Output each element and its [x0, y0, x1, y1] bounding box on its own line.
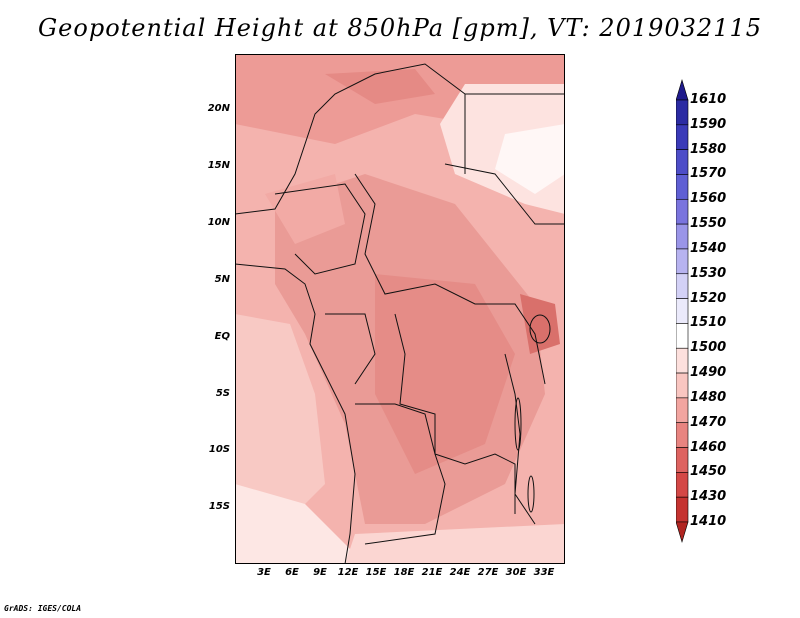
lat-label: EQ [214, 331, 230, 342]
field-ridge-east [495, 124, 565, 194]
field-patch-north [325, 69, 435, 104]
colorbar-swatch [676, 124, 689, 150]
colorbar-swatch [676, 223, 689, 250]
colorbar-swatch [676, 248, 689, 275]
colorbar-swatch [676, 149, 689, 175]
colorbar-tick-label: 1520 [690, 290, 727, 306]
field-west-coast [235, 314, 325, 524]
colorbar-tick-label: 1580 [690, 141, 727, 157]
lat-label: 10S [208, 444, 230, 455]
lon-label: 9E [313, 567, 327, 578]
lon-label: 33E [533, 567, 555, 578]
colorbar [676, 78, 689, 544]
colorbar-tick-label: 1450 [690, 464, 727, 480]
colorbar-tick-label: 1500 [690, 340, 727, 356]
colorbar-bottom-arrow [676, 521, 689, 544]
colorbar-swatch [676, 422, 689, 448]
border-central [354, 173, 546, 385]
colorbar-tick-label: 1590 [690, 116, 727, 132]
colorbar-swatch [676, 174, 689, 200]
colorbar-tick-label: 1540 [690, 240, 727, 256]
colorbar-tick-label: 1610 [690, 92, 727, 107]
lon-label: 27E [477, 567, 499, 578]
colorbar-tick-label: 1470 [690, 414, 727, 430]
border-rift [504, 353, 536, 525]
field-low-lakes [520, 294, 560, 354]
lon-label: 6E [285, 567, 299, 578]
colorbar-tick-label: 1550 [690, 216, 727, 232]
field-trough-core [375, 274, 515, 474]
lat-label: 20N [207, 103, 230, 114]
colorbar-swatch [676, 372, 689, 399]
border-coastline-west [235, 263, 356, 564]
colorbar-swatch [676, 496, 689, 523]
lon-label: 12E [337, 567, 359, 578]
lon-label: 21E [421, 567, 443, 578]
country-borders [235, 63, 565, 564]
grads-credit: GrADS: IGES/COLA [4, 604, 82, 613]
border-sahel [235, 63, 466, 215]
lon-label: 15E [365, 567, 387, 578]
colorbar-swatch [676, 198, 689, 225]
colorbar-tick-label: 1480 [690, 389, 727, 405]
colorbar-tick-label: 1410 [690, 514, 727, 529]
colorbar-swatch [676, 273, 689, 299]
colorbar-tick-label: 1530 [690, 265, 727, 281]
chart-title: Geopotential Height at 850hPa [gpm], VT:… [38, 14, 762, 42]
colorbar-top-arrow [676, 78, 689, 101]
colorbar-tick-label: 1560 [690, 191, 727, 207]
border-congo [325, 313, 376, 385]
lat-label: 15S [208, 501, 230, 512]
colorbar-tick-label: 1490 [690, 365, 727, 381]
field-southwest [235, 484, 365, 564]
lat-label: 5N [214, 274, 230, 285]
map-panel [235, 54, 565, 564]
colorbar-swatch [676, 298, 689, 324]
lon-label: 24E [449, 567, 471, 578]
lake-outlines [514, 314, 551, 513]
lon-label: 30E [505, 567, 527, 578]
colorbar-swatch [676, 347, 689, 374]
colorbar-swatch [676, 397, 689, 424]
field-south [345, 524, 565, 564]
border-sudan [444, 93, 565, 225]
lake-tanganyika [514, 397, 522, 451]
colorbar-swatch [676, 472, 689, 498]
colorbar-swatch [676, 99, 689, 126]
lon-label: 18E [393, 567, 415, 578]
map-frame [235, 54, 565, 564]
colorbar-swatch [676, 323, 689, 349]
lat-label: 10N [207, 217, 230, 228]
colorbar-tick-label: 1570 [690, 166, 727, 182]
lon-label: 3E [257, 567, 271, 578]
lake-victoria [529, 314, 551, 344]
colorbar-tick-label: 1510 [690, 315, 727, 331]
colorbar-tick-label: 1430 [690, 489, 727, 505]
lat-label: 15N [207, 160, 230, 171]
colorbar-tick-label: 1460 [690, 439, 727, 455]
lake-malawi [527, 475, 535, 513]
border-nigeria [274, 183, 366, 275]
border-angola [355, 403, 446, 545]
colorbar-swatch [676, 447, 689, 473]
lat-label: 5S [215, 388, 230, 399]
